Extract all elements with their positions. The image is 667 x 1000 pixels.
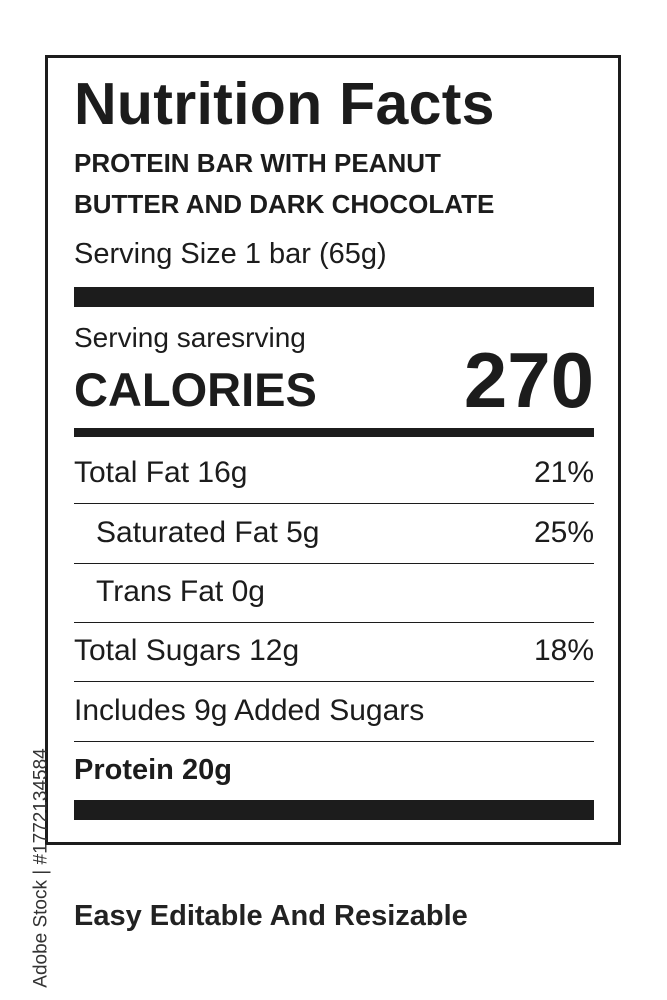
daily-value: 18% <box>533 634 594 667</box>
product-name-line2: BUTTER AND DARK CHOCOLATE <box>74 189 495 219</box>
nutrient-row: Trans Fat 0g <box>74 563 594 623</box>
medium-divider <box>74 428 594 437</box>
nutrient-row: Includes 9g Added Sugars <box>74 682 594 742</box>
nutrient-name: Saturated Fat 5g <box>96 516 320 549</box>
nutrient-row: Saturated Fat 5g 25% <box>74 504 594 564</box>
nutrient-row: Total Fat 16g 21% <box>74 444 594 504</box>
nutrient-row: Total Sugars 12g 18% <box>74 622 594 682</box>
daily-value: 25% <box>533 516 594 549</box>
product-name-line1: PROTEIN BAR WITH PEANUT <box>74 148 441 178</box>
label-title: Nutrition Facts <box>74 71 495 137</box>
nutrient-name: Trans Fat 0g <box>96 575 265 608</box>
nutrient-name: Total Fat 16g <box>74 456 248 489</box>
daily-value: 21% <box>533 456 594 489</box>
nutrient-name: Includes 9g Added Sugars <box>74 694 425 727</box>
nutrition-label <box>45 55 621 845</box>
calories-value: 270 <box>463 336 594 424</box>
footer-caption: Easy Editable And Resizable <box>74 900 468 932</box>
serving-size: Serving Size 1 bar (65g) <box>74 238 387 270</box>
nutrient-name: Protein 20g <box>74 754 232 786</box>
servings-text: Serving saresrving <box>74 322 306 353</box>
calories-label: CALORIES <box>74 363 317 416</box>
nutrient-row: Protein 20g <box>74 742 594 801</box>
watermark-text: Adobe Stock | #1772134584 <box>30 748 52 988</box>
bottom-thick-divider <box>74 800 594 820</box>
thick-divider <box>74 287 594 307</box>
nutrient-name: Total Sugars 12g <box>74 634 300 667</box>
